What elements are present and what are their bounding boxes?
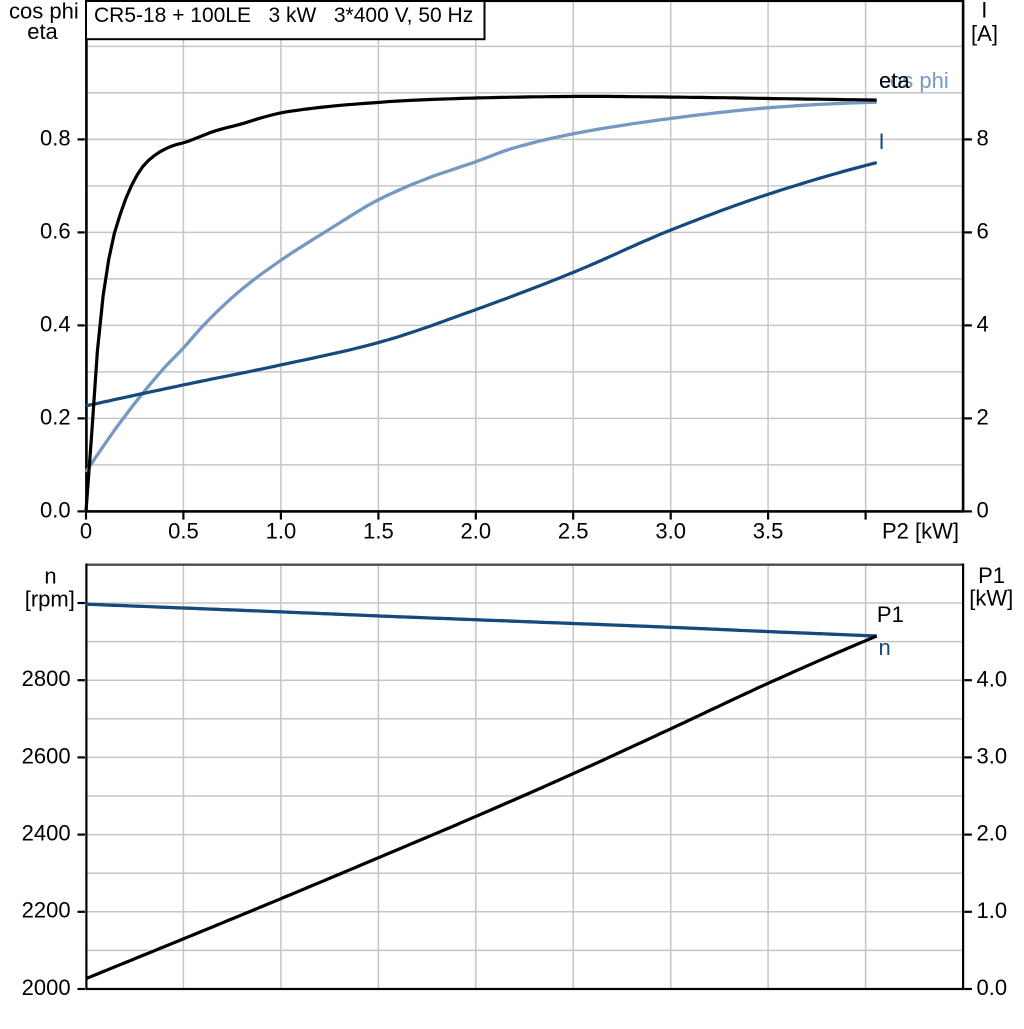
svg-text:0: 0 [80, 518, 92, 543]
svg-text:0.6: 0.6 [40, 218, 71, 243]
svg-text:n: n [879, 635, 891, 660]
svg-text:0.8: 0.8 [40, 125, 71, 150]
svg-text:n: n [44, 564, 56, 589]
svg-text:0.0: 0.0 [977, 975, 1008, 1000]
svg-text:1.5: 1.5 [363, 518, 394, 543]
svg-text:eta: eta [27, 19, 58, 44]
svg-text:[rpm]: [rpm] [25, 587, 75, 612]
svg-text:CR5-18 + 100LE 3 kW 3*400: CR5-18 + 100LE 3 kW 3*400 V, 50 Hz [94, 4, 473, 27]
svg-text:4: 4 [977, 312, 989, 337]
svg-text:3.0: 3.0 [655, 518, 686, 543]
svg-text:1.0: 1.0 [266, 518, 297, 543]
svg-text:0: 0 [977, 498, 989, 523]
svg-text:2800: 2800 [22, 666, 71, 691]
svg-text:6: 6 [977, 219, 989, 244]
svg-text:8: 8 [977, 126, 989, 151]
svg-text:2000: 2000 [22, 975, 71, 1000]
svg-text:eta: eta [879, 68, 910, 93]
svg-text:2400: 2400 [22, 821, 71, 846]
svg-text:I: I [981, 0, 987, 23]
svg-text:1.0: 1.0 [977, 898, 1008, 923]
svg-text:cos phi: cos phi [9, 0, 79, 23]
svg-text:2600: 2600 [22, 743, 71, 768]
svg-text:0.0: 0.0 [40, 497, 71, 522]
svg-text:0.2: 0.2 [40, 404, 71, 429]
svg-text:2200: 2200 [22, 898, 71, 923]
svg-text:[A]: [A] [971, 21, 998, 46]
svg-text:2: 2 [977, 405, 989, 430]
svg-text:cos phi: cos phi [879, 68, 949, 93]
svg-text:P1: P1 [877, 602, 904, 627]
svg-text:P2 [kW]: P2 [kW] [882, 518, 959, 543]
svg-text:3.0: 3.0 [977, 744, 1008, 769]
svg-text:2.0: 2.0 [977, 821, 1008, 846]
svg-text:2.0: 2.0 [461, 518, 492, 543]
svg-text:0.4: 0.4 [40, 311, 71, 336]
svg-text:2.5: 2.5 [558, 518, 589, 543]
svg-text:4.0: 4.0 [977, 666, 1008, 691]
svg-text:P1: P1 [978, 563, 1005, 588]
svg-text:0.5: 0.5 [168, 518, 199, 543]
svg-text:I: I [879, 129, 885, 154]
svg-text:3.5: 3.5 [753, 518, 784, 543]
svg-text:[kW]: [kW] [969, 585, 1013, 610]
